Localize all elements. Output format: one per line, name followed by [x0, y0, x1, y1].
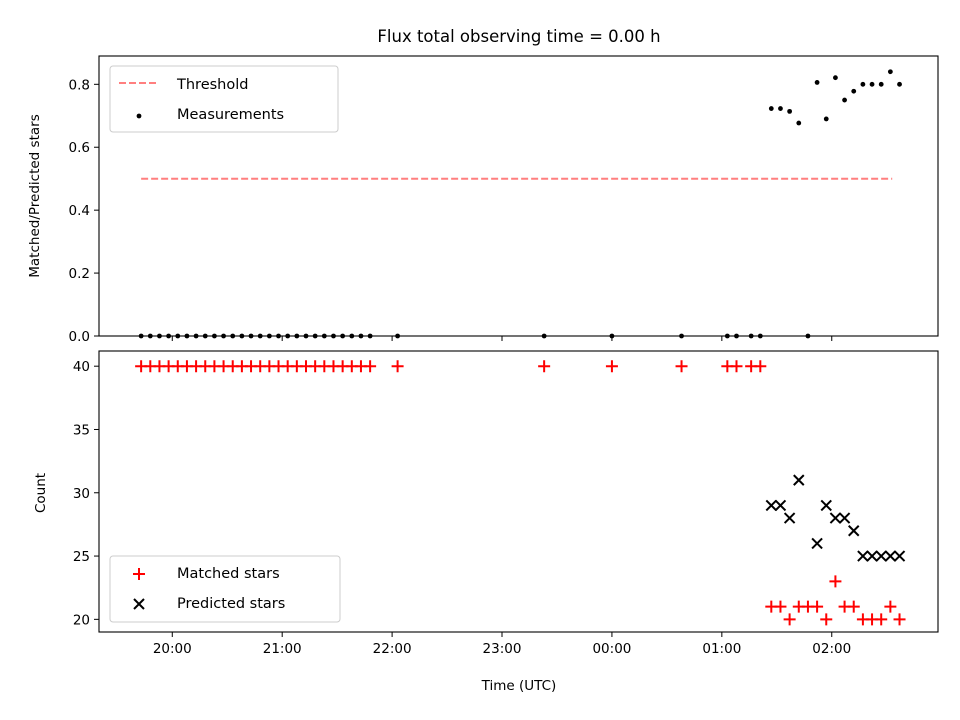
matched-stars-legend-swatch — [133, 568, 145, 580]
x-tick-label: 21:00 — [263, 641, 302, 657]
matched-stars-point — [774, 600, 787, 613]
measurements-point — [833, 75, 838, 81]
measurements-point — [768, 106, 774, 111]
measurements-point — [814, 80, 820, 85]
count-panel: 20:00 21:00 22:00 23:00 00:00 01:00 02:00 20 25 3… — [73, 359, 906, 657]
y-tick-label: 0.6 — [69, 140, 90, 156]
predicted-stars-point — [820, 499, 832, 512]
y-tick-label: 40 — [73, 359, 90, 375]
matched-stars-point — [847, 600, 860, 613]
predicted-stars-point — [866, 550, 878, 562]
predicted-stars-point — [774, 499, 787, 512]
measurements-legend-label: Measurements — [177, 107, 284, 123]
measurements-point — [860, 81, 866, 87]
measurements-point — [787, 108, 793, 114]
predicted-stars-point — [829, 512, 842, 524]
x-tick-label: 22:00 — [373, 641, 412, 657]
x-axis-label: Time (UTC) — [481, 678, 557, 694]
matched-stars-point — [538, 360, 551, 373]
y-tick-label: 20 — [73, 612, 90, 628]
predicted-stars-point — [875, 550, 887, 562]
threshold-legend-label: Threshold — [176, 77, 248, 93]
measurements-legend-swatch — [136, 113, 142, 119]
matched-stars-point — [364, 360, 377, 373]
ratio-legend-box — [109, 65, 339, 133]
matched-stars-point — [783, 613, 796, 626]
ratio-panel-frame — [98, 55, 939, 337]
x-tick-label: 23:00 — [483, 641, 522, 657]
y-tick-label: 30 — [73, 486, 90, 502]
measurements-point — [897, 81, 902, 87]
matched-stars-point — [820, 613, 833, 626]
y-tick-label: 0.2 — [69, 266, 90, 282]
matched-stars-point — [884, 600, 897, 613]
ratio-legend: Threshold Measurements — [109, 65, 339, 133]
y-tick-label: 0.4 — [69, 203, 90, 219]
measurements-point — [851, 88, 857, 94]
matched-stars-point — [754, 360, 767, 373]
y-tick-label: 25 — [73, 549, 90, 565]
matched-stars-point — [605, 360, 618, 373]
x-tick-label: 01:00 — [702, 641, 741, 657]
x-tick-label: 02:00 — [812, 641, 851, 657]
y-tick-label: 0.8 — [69, 77, 90, 93]
matched-stars-point — [730, 360, 743, 373]
matched-stars-point — [811, 600, 824, 613]
predicted-stars-point — [783, 512, 796, 524]
predicted-stars-point — [848, 525, 860, 537]
measurements-point — [778, 106, 783, 111]
x-tick-label: 20:00 — [153, 641, 192, 657]
predicted-stars-point — [893, 550, 906, 562]
predicted-stars-point — [765, 499, 778, 512]
measurements-point — [878, 81, 884, 87]
y-tick-label: 35 — [73, 422, 90, 438]
count-legend: Matched stars Predicted stars — [109, 555, 341, 623]
predicted-stars-point — [857, 550, 869, 562]
count-y-axis-label: Count — [33, 473, 49, 513]
x-tick-label: 00:00 — [592, 641, 631, 657]
matched-stars-legend-label: Matched stars — [177, 566, 280, 582]
predicted-stars-legend-swatch — [133, 598, 145, 610]
measurements-point — [842, 97, 847, 103]
ratio-y-axis-label: Matched/Predicted stars — [27, 114, 43, 277]
count-panel-frame — [98, 350, 939, 633]
measurements-point — [823, 116, 829, 122]
predicted-stars-point — [884, 550, 897, 562]
matched-stars-point — [875, 613, 888, 626]
predicted-stars-point — [838, 512, 851, 524]
predicted-stars-point — [793, 474, 805, 486]
chart-title: Flux total observing time = 0.00 h — [377, 27, 660, 46]
matched-stars-point — [829, 575, 842, 588]
matched-stars-point — [893, 613, 906, 626]
ratio-panel: 0.0 0.2 0.4 0.6 0.8 — [69, 69, 902, 345]
measurements-point — [869, 81, 875, 87]
measurements-point — [796, 120, 802, 126]
predicted-stars-legend-label: Predicted stars — [177, 596, 285, 612]
matched-stars-point — [391, 360, 404, 373]
measurements-point — [887, 69, 893, 75]
count-legend-box — [109, 555, 341, 623]
y-tick-label: 0.0 — [69, 329, 90, 345]
matched-stars-point — [675, 360, 688, 373]
predicted-stars-point — [811, 537, 823, 550]
